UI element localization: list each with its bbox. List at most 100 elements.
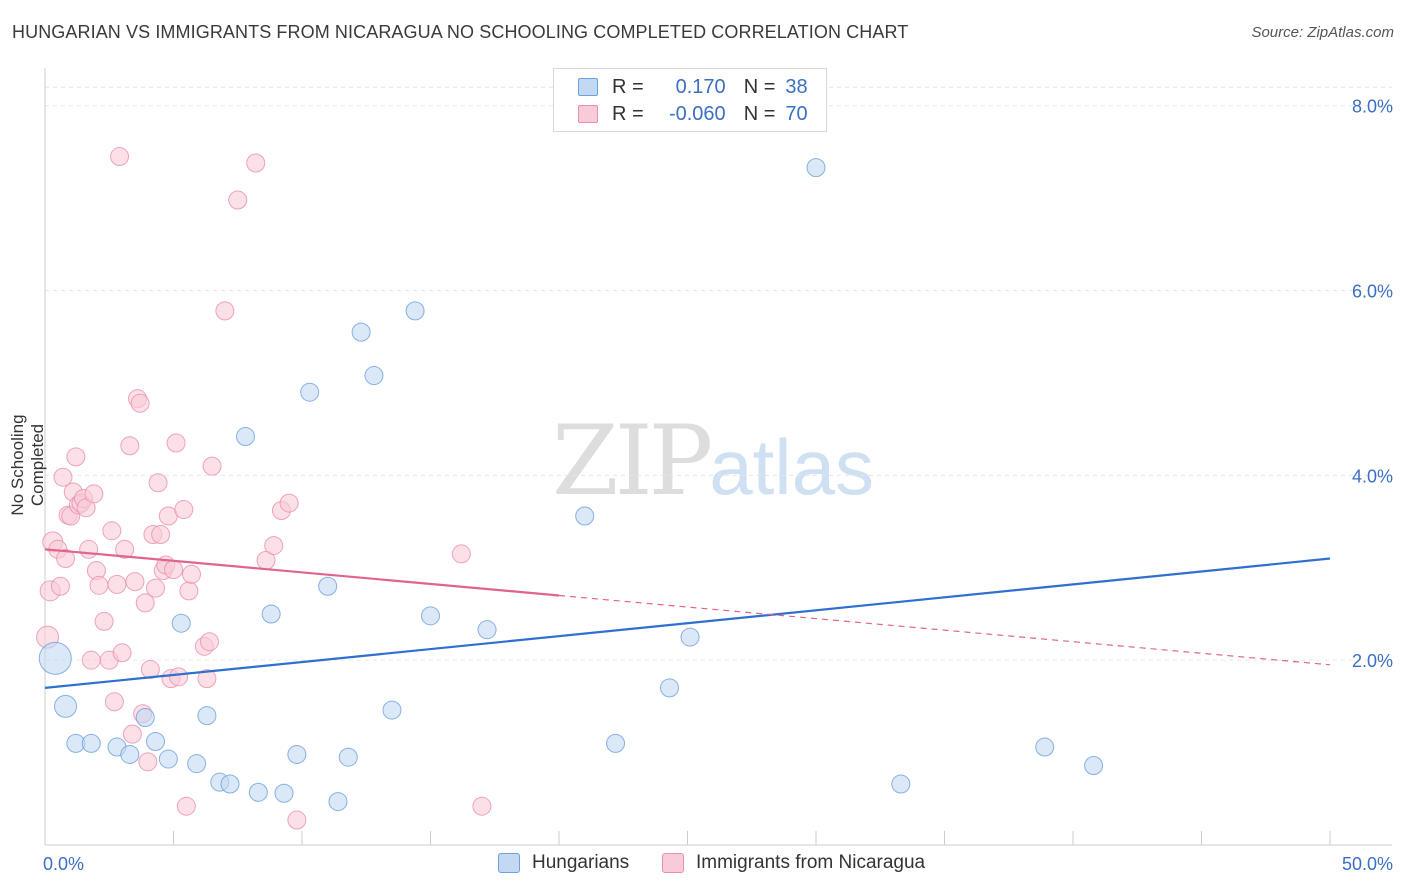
- nicaragua-point: [110, 147, 130, 167]
- nicaragua-point: [202, 456, 222, 476]
- y-axis-label: No Schooling Completed: [8, 414, 47, 516]
- hungarians-point: [171, 613, 191, 633]
- hungarians-point: [248, 782, 268, 802]
- nicaragua-point: [264, 536, 284, 556]
- nicaragua-point: [148, 473, 168, 493]
- hungarians-point: [382, 700, 402, 720]
- nicaragua-point: [50, 576, 70, 596]
- hungarians-point: [806, 158, 826, 178]
- legend-row-hungarians: R = 0.170 N = 38: [578, 75, 808, 99]
- nicaragua-point: [125, 572, 145, 592]
- nicaragua-point: [107, 574, 127, 594]
- nicaragua-point: [181, 564, 201, 584]
- y-tick-label: 8.0%: [1352, 97, 1393, 117]
- nicaragua-point: [122, 724, 142, 744]
- series-swatch-hungarians: [498, 853, 520, 873]
- y-tick-label: 4.0%: [1352, 466, 1393, 486]
- nicaragua-point: [104, 692, 124, 712]
- nicaragua-point: [287, 810, 307, 830]
- legend-n-label: N =: [743, 75, 776, 98]
- hungarians-point: [405, 301, 425, 321]
- legend-n-value-nicaragua: 70: [785, 102, 808, 125]
- nicaragua-point: [112, 643, 132, 663]
- nicaragua-point: [135, 593, 155, 613]
- chart-source: Source: ZipAtlas.com: [1251, 24, 1394, 41]
- hungarians-point: [274, 783, 294, 803]
- nicaragua-point: [169, 667, 189, 687]
- zipatlas-watermark: ZIPatlas: [552, 405, 874, 517]
- series-label-nicaragua: Immigrants from Nicaragua: [696, 852, 926, 873]
- watermark-atlas: atlas: [709, 423, 874, 511]
- hungarians-point: [421, 606, 440, 626]
- hungarians-point: [1084, 756, 1104, 776]
- series-label-hungarians: Hungarians: [532, 852, 630, 873]
- nicaragua-point: [81, 650, 101, 670]
- nicaragua-point: [120, 436, 140, 456]
- nicaragua-point: [130, 393, 150, 413]
- hungarians-point: [135, 707, 155, 727]
- nicaragua-point: [179, 581, 199, 601]
- hungarians-point: [328, 792, 348, 812]
- x-tick-label: 0.0%: [43, 854, 84, 874]
- nicaragua-point: [197, 669, 217, 689]
- nicaragua-point: [94, 611, 114, 631]
- nicaragua-point: [56, 549, 76, 569]
- nicaragua-point: [115, 539, 135, 559]
- nicaragua-point: [246, 153, 266, 173]
- watermark-zip: ZIP: [552, 405, 713, 517]
- hungarians-point: [54, 694, 78, 718]
- nicaragua-point: [166, 433, 186, 453]
- nicaragua-point: [79, 539, 99, 559]
- hungarians-point: [187, 754, 207, 774]
- nicaragua-trend-extension: [558, 594, 1331, 666]
- legend-r-label: R =: [612, 75, 644, 98]
- hungarians-point: [575, 506, 595, 526]
- hungarians-point: [146, 732, 166, 752]
- legend-r-value-nicaragua: -0.060: [668, 102, 726, 125]
- hungarians-point: [38, 641, 72, 675]
- series-legend-hungarians[interactable]: Hungarians: [498, 852, 629, 874]
- nicaragua-point: [176, 796, 196, 816]
- hungarians-point: [220, 774, 240, 794]
- chart-title: HUNGARIAN VS IMMIGRANTS FROM NICARAGUA N…: [12, 22, 909, 42]
- nicaragua-point: [199, 632, 219, 652]
- nicaragua-point: [279, 493, 299, 513]
- legend-r-label: R =: [612, 102, 644, 125]
- nicaragua-point: [53, 467, 73, 487]
- nicaragua-point: [89, 575, 109, 595]
- nicaragua-point: [451, 544, 471, 564]
- hungarians-point: [235, 427, 255, 447]
- hungarians-point: [287, 744, 307, 764]
- hungarians-point: [477, 620, 497, 640]
- legend-n-label: N =: [743, 102, 776, 125]
- hungarians-point: [120, 744, 140, 764]
- nicaragua-point: [228, 190, 248, 210]
- legend-row-nicaragua: R = -0.060 N = 70: [578, 102, 808, 126]
- hungarians-point: [318, 576, 338, 596]
- hungarians-point: [197, 706, 217, 726]
- nicaragua-point: [140, 659, 160, 679]
- hungarians-point: [158, 749, 178, 769]
- hungarians-trend-line: [44, 557, 1331, 689]
- legend-swatch-hungarians: [578, 78, 598, 96]
- hungarians-point: [680, 627, 700, 647]
- nicaragua-point: [164, 560, 183, 580]
- hungarians-point: [81, 733, 101, 753]
- x-tick-label: 50.0%: [1342, 854, 1393, 874]
- nicaragua-point: [174, 500, 194, 520]
- hungarians-point: [364, 366, 384, 386]
- series-legend: Hungarians Immigrants from Nicaragua: [0, 852, 1406, 876]
- nicaragua-point: [472, 796, 492, 816]
- hungarians-point: [261, 604, 281, 624]
- hungarians-point: [660, 678, 680, 698]
- hungarians-point: [338, 747, 358, 767]
- series-swatch-nicaragua: [662, 853, 684, 873]
- nicaragua-point: [151, 525, 171, 545]
- series-legend-nicaragua[interactable]: Immigrants from Nicaragua: [662, 852, 925, 874]
- nicaragua-point: [138, 752, 158, 772]
- nicaragua-point: [66, 447, 86, 467]
- hungarians-point: [606, 733, 626, 753]
- y-tick-label: 6.0%: [1352, 282, 1393, 302]
- hungarians-point: [891, 774, 911, 794]
